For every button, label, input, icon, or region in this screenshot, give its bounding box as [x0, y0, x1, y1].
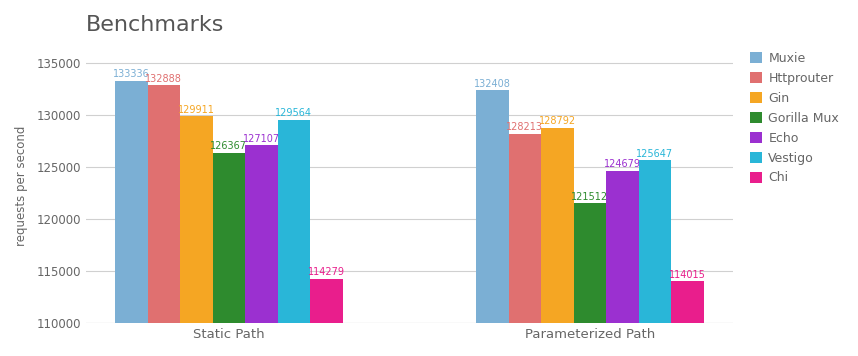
Bar [310, 279, 342, 356]
Bar [278, 120, 310, 356]
Text: 132408: 132408 [474, 79, 511, 89]
Text: 127107: 127107 [243, 134, 280, 144]
Text: 128213: 128213 [506, 122, 543, 132]
Legend: Muxie, Httprouter, Gin, Gorilla Mux, Echo, Vestigo, Chi: Muxie, Httprouter, Gin, Gorilla Mux, Ech… [746, 48, 843, 188]
Text: 121512: 121512 [571, 192, 608, 202]
Bar [574, 204, 607, 356]
Bar [180, 116, 213, 356]
Text: 126367: 126367 [210, 141, 247, 151]
Text: 114015: 114015 [669, 270, 706, 280]
Bar [115, 80, 148, 356]
Bar [671, 281, 704, 356]
Text: Benchmarks: Benchmarks [86, 15, 224, 35]
Text: 132888: 132888 [145, 74, 182, 84]
Text: 129564: 129564 [275, 108, 312, 118]
Text: 125647: 125647 [637, 149, 674, 159]
Bar [541, 128, 574, 356]
Bar [213, 153, 245, 356]
Bar [148, 85, 180, 356]
Y-axis label: requests per second: requests per second [15, 125, 28, 246]
Text: 124679: 124679 [604, 159, 641, 169]
Text: 133336: 133336 [113, 69, 150, 79]
Bar [638, 161, 671, 356]
Bar [476, 90, 509, 356]
Text: 114279: 114279 [308, 267, 345, 277]
Bar [607, 171, 638, 356]
Bar [245, 145, 278, 356]
Text: 129911: 129911 [178, 105, 214, 115]
Text: 128792: 128792 [539, 116, 576, 126]
Bar [509, 134, 541, 356]
